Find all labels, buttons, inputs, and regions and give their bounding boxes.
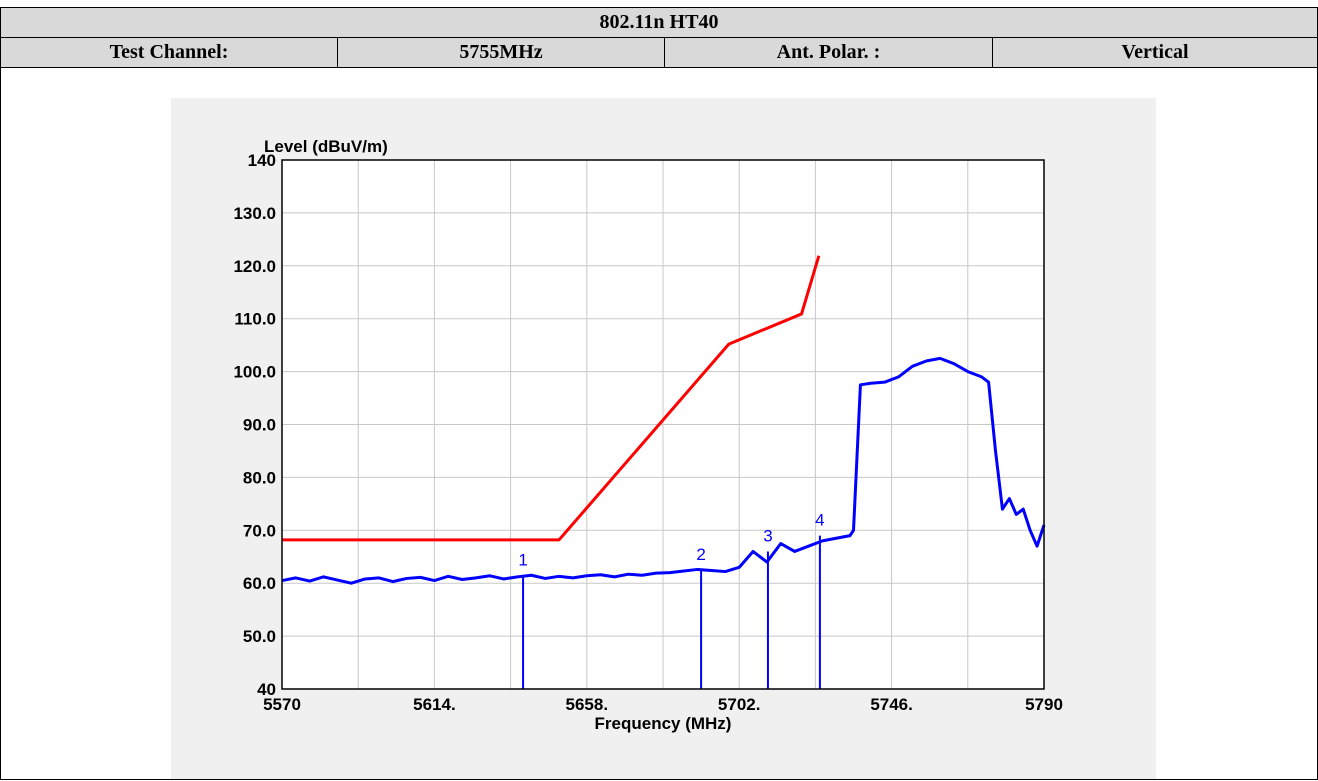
x-tick-label: 5702. xyxy=(718,695,761,714)
marker-label: 3 xyxy=(763,526,772,545)
report-table: 802.11n HT40 Test Channel: 5755MHz Ant. … xyxy=(0,7,1318,780)
marker-label: 1 xyxy=(518,550,527,569)
y-tick-label: 50.0 xyxy=(243,627,276,646)
cell: Ant. Polar. : xyxy=(664,37,993,68)
trace xyxy=(282,255,821,542)
cell: 5755MHz xyxy=(337,37,665,68)
x-tick-label: 5570 xyxy=(263,695,301,714)
y-tick-label: 40 xyxy=(257,680,276,699)
marker-label: 4 xyxy=(815,511,824,530)
x-tick-label: 5658. xyxy=(566,695,609,714)
y-tick-label: 70.0 xyxy=(243,521,276,540)
cell: Vertical xyxy=(992,37,1318,68)
x-axis-label: Frequency (MHz) xyxy=(595,714,732,733)
y-tick-label: 90.0 xyxy=(243,416,276,435)
y-tick-label: 100.0 xyxy=(233,363,276,382)
trace xyxy=(281,356,1046,585)
y-tick-label: 110.0 xyxy=(234,310,276,329)
table-title: 802.11n HT40 xyxy=(0,7,1318,38)
y-tick-label: 140 xyxy=(248,151,276,170)
x-tick-label: 5614. xyxy=(413,695,456,714)
y-axis-label: Level (dBuV/m) xyxy=(264,137,388,156)
marker-label: 2 xyxy=(696,545,705,564)
y-tick-label: 120.0 xyxy=(233,257,276,276)
plot-border xyxy=(281,159,1045,690)
y-tick-label: 60.0 xyxy=(243,574,276,593)
chart: 140130.0120.0110.0100.090.080.070.060.05… xyxy=(171,98,1156,779)
x-tick-label: 5746. xyxy=(870,695,913,714)
y-tick-label: 130.0 xyxy=(233,204,276,223)
x-tick-label: 5790 xyxy=(1025,695,1063,714)
chart-cell: 140 130.0 120.0 110.0 100.0 90.0 80.0 70.0 60.0 5… xyxy=(0,67,1318,780)
y-tick-label: 80.0 xyxy=(243,468,276,487)
cell: Test Channel: xyxy=(0,37,338,68)
